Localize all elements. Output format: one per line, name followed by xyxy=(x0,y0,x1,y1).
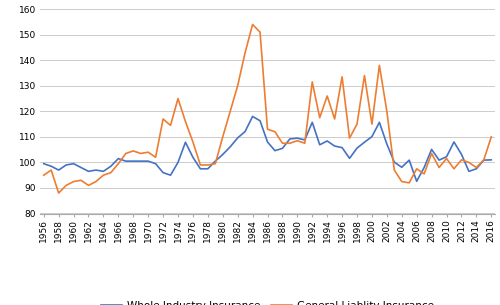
Whole Industry Insurance xyxy=(198,167,203,170)
Whole Industry Insurance xyxy=(414,179,420,183)
General Liablity Insurance xyxy=(488,135,494,139)
General Liablity Insurance xyxy=(40,173,46,177)
Line: General Liablity Insurance: General Liablity Insurance xyxy=(44,24,492,193)
Whole Industry Insurance xyxy=(130,159,136,163)
General Liablity Insurance xyxy=(294,139,300,142)
General Liablity Insurance xyxy=(324,94,330,98)
General Liablity Insurance xyxy=(250,23,256,26)
General Liablity Insurance xyxy=(56,191,62,195)
Whole Industry Insurance xyxy=(287,137,293,141)
Whole Industry Insurance xyxy=(40,162,46,166)
General Liablity Insurance xyxy=(205,163,211,167)
Whole Industry Insurance xyxy=(316,143,322,147)
Whole Industry Insurance xyxy=(145,159,151,163)
Whole Industry Insurance xyxy=(250,115,256,118)
Legend: Whole Industry Insurance, General Liablity Insurance: Whole Industry Insurance, General Liabli… xyxy=(97,296,438,305)
General Liablity Insurance xyxy=(138,152,143,155)
Line: Whole Industry Insurance: Whole Industry Insurance xyxy=(44,117,492,181)
General Liablity Insurance xyxy=(152,156,158,159)
Whole Industry Insurance xyxy=(488,158,494,162)
Whole Industry Insurance xyxy=(444,155,450,159)
General Liablity Insurance xyxy=(444,157,450,160)
